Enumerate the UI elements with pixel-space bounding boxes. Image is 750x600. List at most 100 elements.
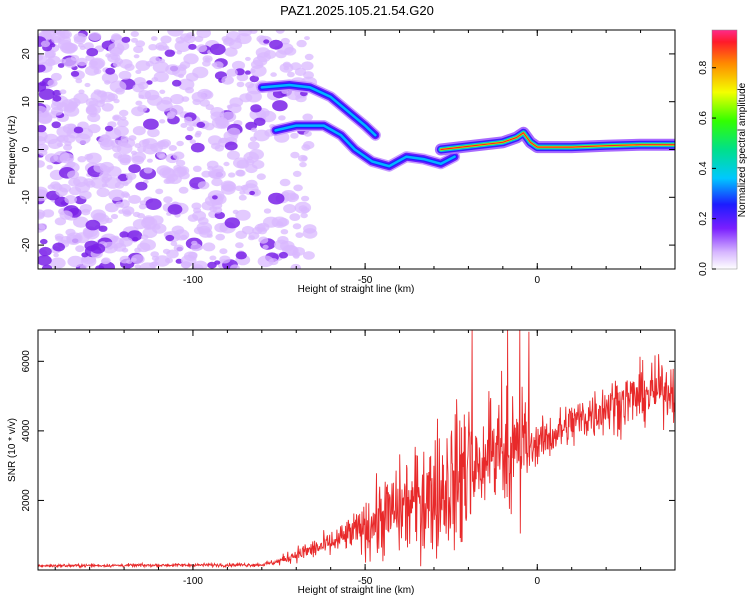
noise-blob bbox=[205, 104, 214, 111]
noise-blob bbox=[172, 79, 182, 87]
noise-blob bbox=[236, 159, 250, 169]
spectrogram-xtick-label: -100 bbox=[183, 275, 203, 286]
noise-blob bbox=[156, 100, 173, 112]
noise-blob bbox=[93, 163, 108, 173]
noise-blob bbox=[207, 135, 222, 146]
spectrogram-ytick-label: -10 bbox=[21, 190, 32, 205]
noise-blob bbox=[75, 78, 83, 84]
noise-blob bbox=[247, 141, 260, 150]
noise-blob bbox=[128, 194, 142, 204]
noise-blob bbox=[85, 219, 101, 231]
noise-blob bbox=[249, 136, 257, 142]
noise-blob bbox=[169, 104, 184, 115]
noise-blob bbox=[226, 68, 238, 77]
noise-blob bbox=[275, 30, 285, 34]
noise-blob bbox=[38, 136, 47, 146]
noise-blob bbox=[121, 36, 131, 43]
noise-blob bbox=[70, 55, 80, 61]
spectrogram-ytick-label: 10 bbox=[21, 96, 32, 108]
noise-blob bbox=[250, 65, 267, 77]
noise-blob bbox=[189, 139, 196, 144]
noise-blob bbox=[105, 67, 116, 75]
noise-blob bbox=[175, 258, 183, 264]
noise-blob bbox=[38, 124, 47, 133]
snr-frame bbox=[37, 329, 676, 571]
noise-blob bbox=[212, 206, 223, 214]
noise-blob bbox=[183, 251, 198, 261]
noise-blob bbox=[303, 141, 315, 150]
noise-blob bbox=[99, 171, 109, 179]
noise-blob bbox=[301, 195, 310, 202]
noise-blob bbox=[192, 165, 202, 172]
noise-blob bbox=[135, 69, 142, 74]
noise-blob bbox=[192, 66, 209, 79]
noise-blob bbox=[157, 44, 165, 50]
noise-blob bbox=[230, 264, 240, 269]
noise-blob bbox=[127, 230, 143, 242]
noise-blob bbox=[180, 234, 188, 240]
noise-blob bbox=[134, 247, 142, 253]
noise-blob bbox=[73, 126, 84, 134]
noise-blob bbox=[263, 50, 277, 59]
noise-blob bbox=[143, 167, 153, 174]
noise-blob bbox=[245, 164, 258, 174]
noise-blob bbox=[160, 35, 172, 44]
noise-blob bbox=[86, 48, 99, 57]
noise-blob bbox=[113, 152, 123, 159]
noise-blob bbox=[99, 99, 106, 104]
noise-blob bbox=[283, 204, 297, 214]
noise-blob bbox=[167, 204, 183, 215]
noise-blob bbox=[138, 94, 145, 99]
noise-blob bbox=[79, 264, 88, 269]
noise-blob bbox=[183, 34, 196, 44]
snr-xtick-label: -100 bbox=[183, 576, 203, 587]
noise-blob bbox=[245, 179, 258, 189]
noise-blob bbox=[228, 172, 236, 178]
noise-blob bbox=[131, 254, 145, 265]
noise-blob bbox=[238, 194, 247, 201]
noise-blob bbox=[289, 213, 301, 222]
noise-blob bbox=[126, 172, 137, 180]
noise-blob bbox=[113, 235, 119, 240]
noise-blob bbox=[292, 223, 302, 230]
noise-blob bbox=[250, 104, 262, 113]
noise-blob bbox=[190, 243, 202, 252]
colorbar-tick-label: 0.2 bbox=[698, 211, 709, 225]
noise-blob bbox=[138, 203, 147, 210]
noise-blob bbox=[280, 240, 295, 252]
noise-blob bbox=[303, 130, 312, 137]
noise-blob bbox=[252, 56, 268, 67]
noise-blob bbox=[263, 39, 270, 44]
noise-blob bbox=[219, 248, 228, 255]
noise-blob bbox=[241, 225, 254, 235]
noise-blob bbox=[262, 244, 269, 250]
noise-blob bbox=[295, 232, 304, 239]
noise-blob bbox=[124, 63, 135, 71]
noise-blob bbox=[142, 215, 155, 224]
noise-blob bbox=[119, 237, 133, 247]
noise-blob bbox=[118, 70, 132, 80]
noise-blob bbox=[304, 53, 314, 61]
noise-blob bbox=[47, 138, 63, 149]
noise-blob bbox=[59, 153, 75, 164]
noise-blob bbox=[135, 181, 148, 191]
noise-blob bbox=[138, 81, 149, 90]
noise-blob bbox=[232, 209, 239, 215]
noise-blob bbox=[302, 113, 314, 122]
noise-blob bbox=[63, 144, 73, 151]
noise-blob bbox=[211, 62, 218, 67]
noise-blob bbox=[75, 245, 85, 253]
colorbar: 0.0 0.2 0.4 0.6 0.8 Normalized spectral ampl… bbox=[698, 29, 748, 276]
noise-blob bbox=[146, 80, 153, 85]
noise-blob bbox=[47, 55, 61, 65]
noise-blob bbox=[197, 217, 209, 225]
noise-blob bbox=[50, 72, 62, 81]
noise-blob bbox=[110, 34, 123, 44]
noise-blob bbox=[268, 258, 279, 266]
noise-blob bbox=[236, 33, 252, 45]
noise-blob bbox=[268, 192, 285, 205]
noise-blob bbox=[197, 181, 210, 190]
noise-blob bbox=[81, 255, 97, 267]
